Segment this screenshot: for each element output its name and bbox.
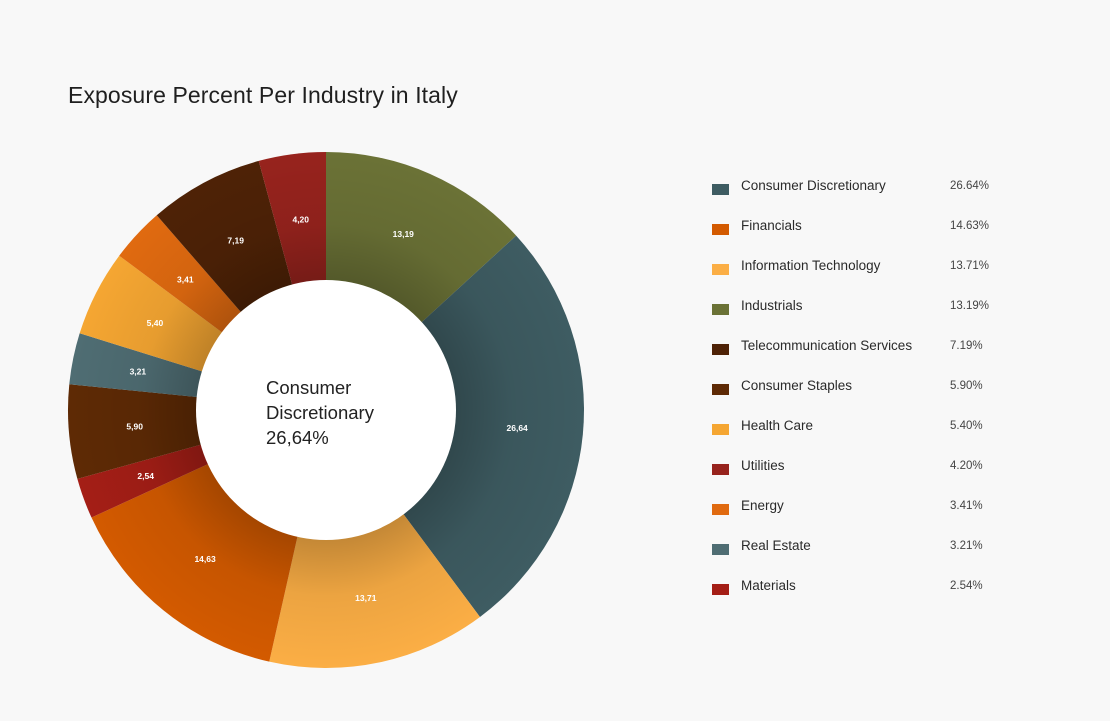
- legend-item: Information Technology 13.71%: [712, 258, 1032, 298]
- legend-item: Materials 2.54%: [712, 578, 1032, 618]
- legend-label: Real Estate: [741, 538, 811, 553]
- center-label-line1: Consumer: [266, 377, 352, 398]
- legend-item: Financials 14.63%: [712, 218, 1032, 258]
- legend-swatch: [712, 184, 729, 195]
- legend-item: Health Care 5.40%: [712, 418, 1032, 458]
- legend-item: Consumer Discretionary 26.64%: [712, 178, 1032, 218]
- legend-label: Financials: [741, 218, 802, 233]
- donut-hole: [196, 280, 456, 540]
- legend-swatch: [712, 264, 729, 275]
- legend-swatch: [712, 544, 729, 555]
- legend-label: Telecommunication Services: [741, 338, 913, 353]
- legend-label: Information Technology: [741, 258, 881, 273]
- slice-label-information-technology: 13,71: [355, 593, 377, 603]
- slice-label-health-care: 5,40: [147, 318, 164, 328]
- legend-value: 7.19%: [950, 340, 983, 352]
- legend-item: Consumer Staples 5.90%: [712, 378, 1032, 418]
- legend-swatch: [712, 304, 729, 315]
- legend-item: Telecommunication Services 7.19%: [712, 338, 1032, 378]
- slice-label-utilities: 4,20: [292, 215, 309, 225]
- legend-swatch: [712, 584, 729, 595]
- slice-label-consumer-discretionary: 26,64: [507, 423, 529, 433]
- slice-label-consumer-staples: 5,90: [126, 421, 143, 431]
- legend-value: 3.21%: [950, 540, 983, 552]
- legend-label: Consumer Staples: [741, 378, 853, 393]
- legend-item: Real Estate 3.21%: [712, 538, 1032, 578]
- legend-value: 26.64%: [950, 180, 990, 192]
- legend-value: 5.40%: [950, 420, 983, 432]
- legend-swatch: [712, 384, 729, 395]
- legend-value: 13.19%: [950, 300, 990, 312]
- legend-item: Energy 3.41%: [712, 498, 1032, 538]
- slice-label-financials: 14,63: [194, 554, 216, 564]
- legend-value: 5.90%: [950, 380, 983, 392]
- slice-label-materials: 2,54: [137, 471, 154, 481]
- slice-label-telecommunication-services: 7,19: [227, 236, 244, 246]
- legend-swatch: [712, 344, 729, 355]
- legend-swatch: [712, 464, 729, 475]
- legend-label: Utilities: [741, 458, 785, 473]
- legend-swatch: [712, 504, 729, 515]
- chart-title: Exposure Percent Per Industry in Italy: [68, 82, 458, 108]
- legend-value: 14.63%: [950, 220, 990, 232]
- legend-value: 13.71%: [950, 260, 990, 272]
- legend-value: 4.20%: [950, 460, 983, 472]
- legend-value: 3.41%: [950, 500, 983, 512]
- legend-label: Industrials: [741, 298, 803, 313]
- legend-swatch: [712, 424, 729, 435]
- center-label-value: 26,64%: [266, 427, 329, 448]
- legend-label: Health Care: [741, 418, 814, 433]
- legend-item: Industrials 13.19%: [712, 298, 1032, 338]
- legend-item: Utilities 4.20%: [712, 458, 1032, 498]
- legend-label: Energy: [741, 498, 784, 513]
- legend-value: 2.54%: [950, 580, 983, 592]
- center-label: Consumer Discretionary 26,64%: [266, 375, 374, 450]
- slice-label-real-estate: 3,21: [130, 367, 147, 377]
- slice-label-industrials: 13,19: [393, 229, 415, 239]
- legend-label: Materials: [741, 578, 796, 593]
- slice-label-energy: 3,41: [177, 274, 194, 284]
- legend-swatch: [712, 224, 729, 235]
- legend: Consumer Discretionary 26.64% Financials 14…: [712, 178, 1032, 618]
- legend-label: Consumer Discretionary: [741, 178, 886, 193]
- center-label-line2: Discretionary: [266, 402, 374, 423]
